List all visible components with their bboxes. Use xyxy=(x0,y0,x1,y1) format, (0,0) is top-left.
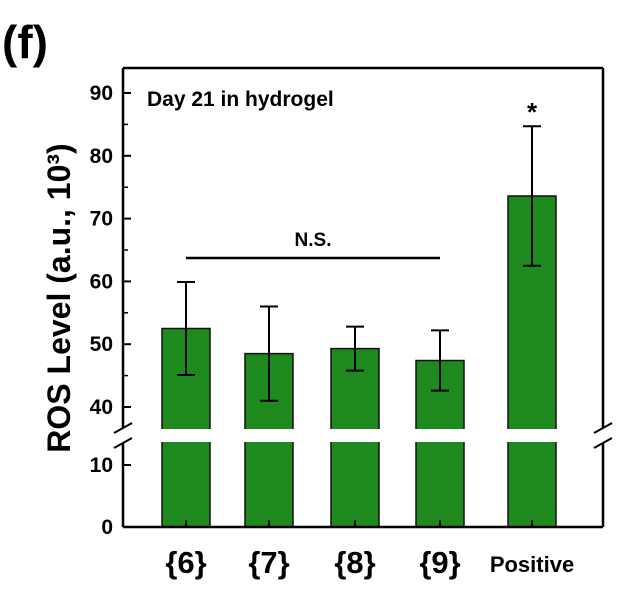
axis-break-mark-0-0 xyxy=(113,422,133,434)
axis-break-mark-1-1 xyxy=(593,437,613,449)
significance-star: * xyxy=(527,97,538,127)
x-tick-label-0: {6} xyxy=(165,545,206,580)
y-tick-70-label: 70 xyxy=(90,208,113,231)
axis-break-gap xyxy=(124,429,602,442)
y-tick-10-label: 10 xyxy=(90,454,113,477)
plot-area: 40 50 60 70 80 90 0 10 {6} {7} {8} {9} Positive N.S. * xyxy=(90,66,613,580)
y-tick-90-label: 90 xyxy=(90,82,113,105)
x-tick-label-1: {7} xyxy=(248,545,289,580)
x-tick-label-4: Positive xyxy=(490,552,574,577)
x-tick-label-2: {8} xyxy=(334,545,375,580)
y-tick-40-label: 40 xyxy=(90,396,113,419)
y-axis-label: ROS Level (a.u., 10³) xyxy=(41,143,77,452)
bar-3 xyxy=(415,359,465,528)
axis-break-mark-0-1 xyxy=(113,437,133,449)
y-tick-80-label: 80 xyxy=(90,145,113,168)
y-tick-50-label: 50 xyxy=(90,333,113,356)
x-tick-label-3: {9} xyxy=(419,545,460,580)
chart-title: Day 21 in hydrogel xyxy=(147,88,334,111)
panel-label: (f) xyxy=(2,16,48,68)
axis-break-mark-1-0 xyxy=(593,422,613,434)
y-tick-0-label: 0 xyxy=(101,516,113,539)
ns-annotation: N.S. xyxy=(295,230,332,251)
y-tick-60-label: 60 xyxy=(90,270,113,293)
